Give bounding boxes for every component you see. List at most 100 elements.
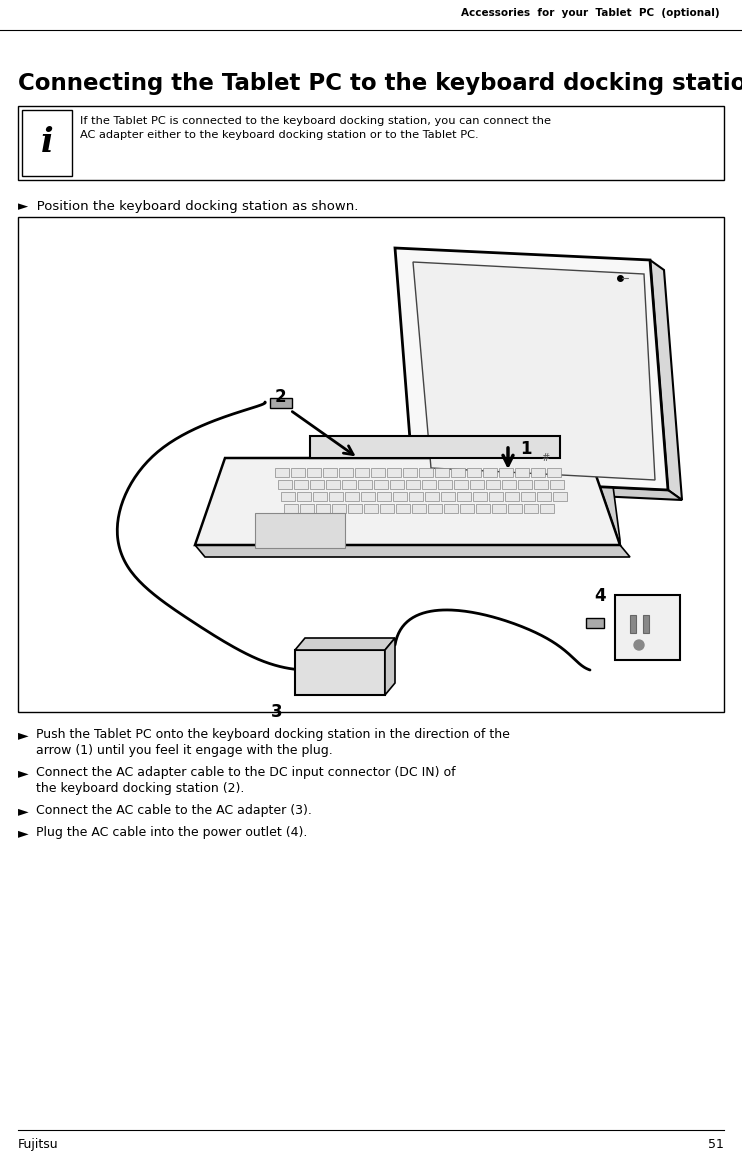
Polygon shape: [310, 436, 560, 458]
Polygon shape: [377, 492, 391, 501]
Polygon shape: [508, 503, 522, 513]
Polygon shape: [467, 467, 481, 477]
Bar: [18, 106, 724, 180]
Polygon shape: [441, 492, 455, 501]
Polygon shape: [521, 492, 535, 501]
Text: the keyboard docking station (2).: the keyboard docking station (2).: [36, 782, 244, 795]
Text: 2: 2: [275, 387, 286, 406]
Polygon shape: [364, 503, 378, 513]
Polygon shape: [531, 467, 545, 477]
Polygon shape: [553, 492, 567, 501]
Polygon shape: [422, 480, 436, 490]
Polygon shape: [371, 467, 385, 477]
Polygon shape: [537, 492, 551, 501]
Polygon shape: [278, 480, 292, 490]
Polygon shape: [489, 492, 503, 501]
Polygon shape: [332, 503, 346, 513]
Polygon shape: [451, 467, 465, 477]
Polygon shape: [291, 467, 305, 477]
Text: Push the Tablet PC onto the keyboard docking station in the direction of the: Push the Tablet PC onto the keyboard doc…: [36, 728, 510, 741]
Polygon shape: [329, 492, 343, 501]
Text: ►: ►: [18, 826, 29, 840]
Polygon shape: [326, 480, 340, 490]
Text: AC adapter either to the keyboard docking station or to the Tablet PC.: AC adapter either to the keyboard dockin…: [80, 130, 479, 140]
Polygon shape: [255, 513, 345, 548]
Text: 1: 1: [520, 440, 531, 458]
Polygon shape: [435, 467, 449, 477]
Text: arrow (1) until you feel it engage with the plug.: arrow (1) until you feel it engage with …: [36, 744, 332, 757]
Polygon shape: [502, 480, 516, 490]
Polygon shape: [457, 492, 471, 501]
Text: Connect the AC cable to the AC adapter (3).: Connect the AC cable to the AC adapter (…: [36, 804, 312, 817]
Polygon shape: [313, 492, 327, 501]
Polygon shape: [361, 492, 375, 501]
Polygon shape: [428, 503, 442, 513]
Polygon shape: [590, 458, 620, 545]
Polygon shape: [390, 480, 404, 490]
Polygon shape: [524, 503, 538, 513]
Polygon shape: [586, 618, 604, 628]
Text: Fujitsu: Fujitsu: [18, 1138, 59, 1151]
Polygon shape: [374, 480, 388, 490]
Polygon shape: [454, 480, 468, 490]
Polygon shape: [403, 467, 417, 477]
Polygon shape: [412, 503, 426, 513]
Text: Plug the AC cable into the power outlet (4).: Plug the AC cable into the power outlet …: [36, 826, 307, 839]
Text: ►: ►: [18, 766, 29, 780]
Polygon shape: [630, 615, 636, 633]
Polygon shape: [406, 480, 420, 490]
Polygon shape: [310, 480, 324, 490]
Polygon shape: [339, 467, 353, 477]
Polygon shape: [355, 467, 369, 477]
Circle shape: [634, 640, 644, 650]
Polygon shape: [307, 467, 321, 477]
Polygon shape: [547, 467, 561, 477]
Polygon shape: [284, 503, 298, 513]
Polygon shape: [395, 248, 668, 490]
Polygon shape: [470, 480, 484, 490]
Polygon shape: [518, 480, 532, 490]
Polygon shape: [615, 595, 680, 660]
Text: Connecting the Tablet PC to the keyboard docking station: Connecting the Tablet PC to the keyboard…: [18, 72, 742, 95]
Polygon shape: [540, 503, 554, 513]
Polygon shape: [419, 467, 433, 477]
Polygon shape: [393, 492, 407, 501]
Polygon shape: [385, 638, 395, 695]
Polygon shape: [294, 480, 308, 490]
Text: #: #: [541, 454, 549, 463]
Polygon shape: [550, 480, 564, 490]
Polygon shape: [460, 503, 474, 513]
Polygon shape: [342, 480, 356, 490]
Polygon shape: [650, 260, 682, 500]
Polygon shape: [534, 480, 548, 490]
Polygon shape: [492, 503, 506, 513]
Text: ►: ►: [18, 728, 29, 742]
Polygon shape: [425, 492, 439, 501]
Text: ►  Position the keyboard docking station as shown.: ► Position the keyboard docking station …: [18, 200, 358, 213]
Polygon shape: [438, 480, 452, 490]
Polygon shape: [316, 503, 330, 513]
Polygon shape: [270, 398, 292, 408]
Polygon shape: [387, 467, 401, 477]
Text: ►: ►: [18, 804, 29, 818]
Bar: [22, 110, 72, 176]
Text: 51: 51: [708, 1138, 724, 1151]
Polygon shape: [358, 480, 372, 490]
Polygon shape: [323, 467, 337, 477]
Polygon shape: [499, 467, 513, 477]
Bar: [18, 217, 724, 712]
Polygon shape: [505, 492, 519, 501]
Polygon shape: [275, 467, 289, 477]
Polygon shape: [413, 262, 655, 480]
Polygon shape: [476, 503, 490, 513]
Text: 3: 3: [271, 703, 283, 722]
Polygon shape: [413, 478, 682, 500]
Polygon shape: [444, 503, 458, 513]
Polygon shape: [295, 638, 395, 650]
Polygon shape: [348, 503, 362, 513]
Text: If the Tablet PC is connected to the keyboard docking station, you can connect t: If the Tablet PC is connected to the key…: [80, 116, 551, 126]
Polygon shape: [380, 503, 394, 513]
Polygon shape: [300, 503, 314, 513]
Polygon shape: [195, 545, 630, 557]
Polygon shape: [195, 458, 620, 545]
